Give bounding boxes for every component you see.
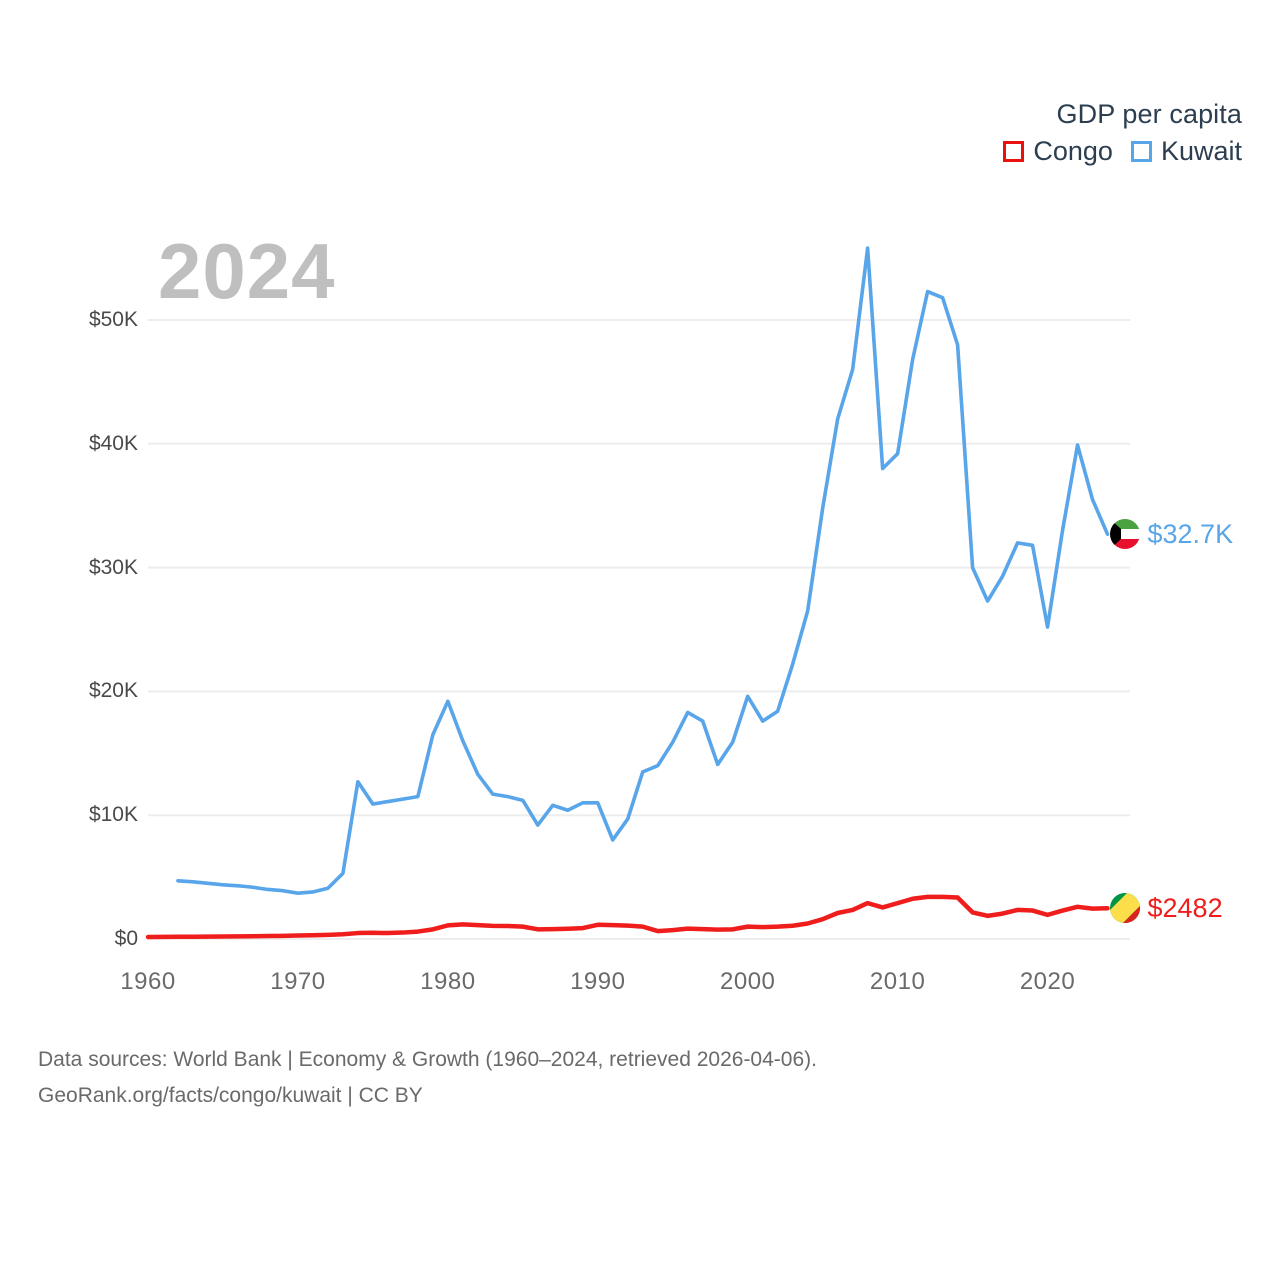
x-tick-label: 1980 bbox=[420, 968, 476, 995]
x-tick-label: 1990 bbox=[570, 968, 626, 995]
legend-items: Congo Kuwait bbox=[1003, 135, 1242, 166]
y-tick-label: $30K bbox=[88, 555, 138, 579]
kuwait-flag-icon bbox=[1109, 519, 1140, 550]
x-tick-label: 2000 bbox=[719, 968, 776, 995]
footer-attribution: Data sources: World Bank | Economy & Gro… bbox=[38, 1042, 817, 1114]
end-label-kuwait: $32.7K bbox=[1109, 518, 1234, 550]
end-label-value-kuwait: $32.7K bbox=[1147, 518, 1234, 549]
footer-line-1: Data sources: World Bank | Economy & Gro… bbox=[38, 1048, 817, 1071]
legend-label-congo: Congo bbox=[1033, 135, 1113, 166]
y-tick-label: $0 bbox=[114, 927, 138, 950]
legend-swatch-kuwait bbox=[1130, 140, 1152, 162]
y-tick-label: $40K bbox=[88, 431, 138, 455]
y-axis-ticks: $0 $10K $20K $30K $40K $50K bbox=[38, 0, 138, 1280]
year-watermark: 2024 bbox=[158, 227, 336, 315]
x-tick-label: 2010 bbox=[869, 968, 926, 995]
x-tick-label: 1960 bbox=[120, 968, 176, 995]
legend-swatch-congo bbox=[1003, 140, 1025, 162]
legend-label-kuwait: Kuwait bbox=[1160, 135, 1242, 166]
end-label-congo: $2482 bbox=[1109, 892, 1223, 924]
series-line-congo bbox=[145, 894, 1110, 940]
chart-legend: GDP per capita Congo Kuwait bbox=[1003, 98, 1242, 165]
series-line-kuwait bbox=[176, 246, 1110, 895]
legend-item-kuwait[interactable]: Kuwait bbox=[1130, 135, 1242, 166]
footer-line-2: GeoRank.org/facts/congo/kuwait | CC BY bbox=[38, 1084, 423, 1108]
legend-title: GDP per capita bbox=[1056, 99, 1242, 129]
x-tick-label: 1970 bbox=[270, 968, 326, 995]
y-tick-label: $20K bbox=[88, 679, 138, 703]
y-tick-label: $10K bbox=[88, 803, 138, 827]
y-tick-label: $50K bbox=[88, 308, 138, 331]
congo-flag-icon bbox=[1109, 893, 1140, 924]
end-label-value-congo: $2482 bbox=[1147, 892, 1223, 923]
x-tick-label: 2020 bbox=[1019, 968, 1076, 995]
legend-item-congo[interactable]: Congo bbox=[1003, 135, 1113, 166]
